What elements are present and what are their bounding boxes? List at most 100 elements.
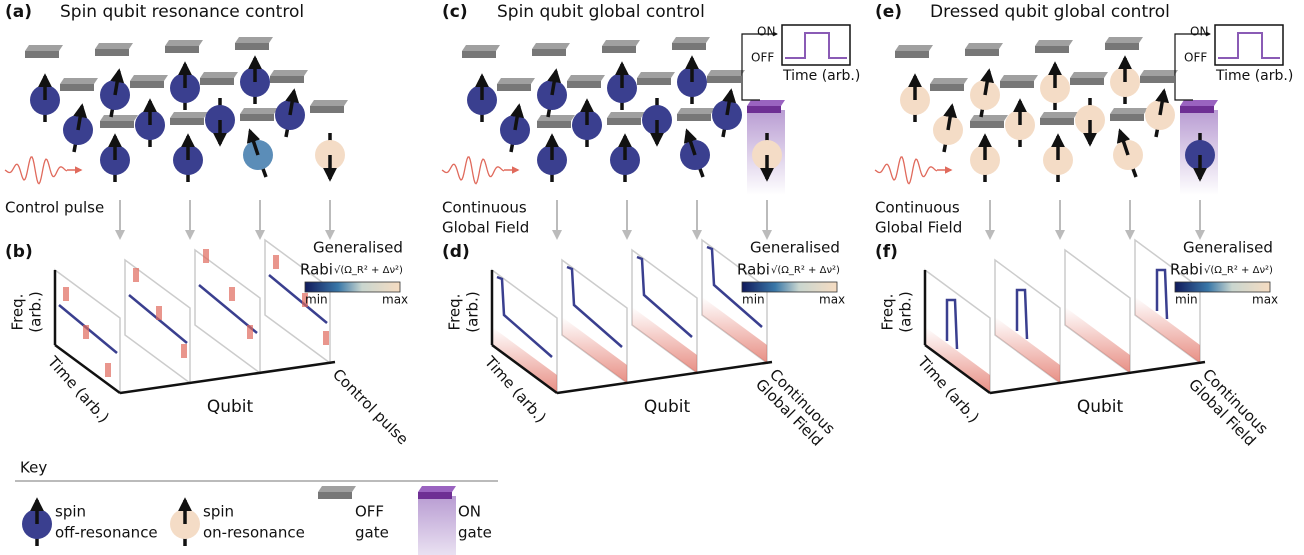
gate-side: [170, 118, 204, 125]
field-wave: [875, 157, 937, 184]
freq-label: Freq.: [879, 294, 897, 331]
gate: [607, 112, 645, 118]
panel-label: (f): [875, 242, 898, 262]
qubit-label: Qubit: [207, 397, 254, 417]
gate: [318, 486, 356, 492]
gate-side: [270, 76, 304, 83]
inset-time: Time (arb.): [782, 68, 860, 84]
pulse-patch: [83, 325, 89, 339]
cbar-title: Generalised: [313, 239, 403, 257]
field-label: Control pulse: [5, 199, 104, 217]
gate: [95, 43, 133, 49]
inset-off: OFF: [751, 51, 774, 65]
cbar-name: Rabi: [1170, 261, 1203, 279]
freq-label: Freq.: [446, 294, 464, 331]
pulse-patch: [156, 306, 162, 320]
qubit-axis: [120, 362, 335, 393]
gate: [235, 37, 273, 43]
gate-side: [965, 49, 999, 56]
gate: [240, 108, 278, 114]
gate-side: [497, 84, 531, 91]
qubit-label: Qubit: [644, 397, 691, 417]
gate-side: [462, 51, 496, 58]
gate-side: [418, 492, 452, 499]
key-title: Key: [20, 459, 47, 477]
gate: [747, 100, 785, 106]
gate: [1035, 40, 1073, 46]
gate-side: [677, 114, 711, 121]
gate-side: [607, 118, 641, 125]
gate: [895, 45, 933, 51]
field-band: [1065, 307, 1130, 373]
cbar-name: Rabi: [737, 261, 770, 279]
field-band: [632, 307, 697, 373]
trace: [1017, 290, 1027, 339]
key-label: gate: [458, 524, 492, 542]
key-label: gate: [355, 524, 389, 542]
pulse-patch: [63, 287, 69, 301]
gate: [100, 115, 138, 121]
freq-label: Freq.: [9, 294, 27, 331]
gate: [707, 70, 745, 76]
inset-link: [742, 34, 777, 100]
field-wave: [5, 157, 67, 184]
panel-title: Spin qubit global control: [497, 2, 705, 22]
gate: [532, 43, 570, 49]
trace: [947, 300, 957, 349]
gate-side: [318, 492, 352, 499]
gate: [1070, 72, 1108, 78]
field-label: Global Field: [442, 219, 529, 237]
cbar-max: max: [1252, 293, 1278, 307]
panel-label: (d): [442, 242, 470, 262]
field-band: [702, 297, 767, 363]
gate-side: [235, 43, 269, 50]
gate: [462, 45, 500, 51]
inset-time: Time (arb.): [1215, 68, 1293, 84]
gate-side: [1180, 106, 1214, 113]
cbar-name: Rabi: [300, 261, 333, 279]
field-label: Continuous: [875, 199, 960, 217]
gate-side: [707, 76, 741, 83]
gate-side: [25, 51, 59, 58]
key-label: spin: [203, 503, 234, 521]
gate-side: [1140, 76, 1174, 83]
gate-side: [537, 121, 571, 128]
cbar-max: max: [382, 293, 408, 307]
gate-side: [100, 121, 134, 128]
content: (a) Spin qubit resonance control Control p…: [5, 2, 1293, 555]
cbar: [305, 282, 400, 292]
trace: [1157, 270, 1167, 319]
cbar-max: max: [819, 293, 845, 307]
gate: [677, 108, 715, 114]
gate-side: [1070, 78, 1104, 85]
gate-side: [1035, 46, 1069, 53]
field-label: Control pulse: [329, 365, 412, 448]
pulse-patch: [105, 363, 111, 377]
key-label: spin: [55, 503, 86, 521]
freq-label: (arb.): [897, 291, 915, 332]
pulse-patch: [273, 255, 279, 269]
gate: [165, 40, 203, 46]
inset-off: OFF: [1184, 51, 1207, 65]
gate: [970, 115, 1008, 121]
inset-on: ON: [1190, 25, 1208, 39]
gate-side: [95, 49, 129, 56]
panel-title: Spin qubit resonance control: [60, 2, 304, 22]
gate: [1180, 100, 1218, 106]
gate: [270, 70, 308, 76]
cbar-min: min: [305, 293, 328, 307]
field-label: Global Field: [875, 219, 962, 237]
gate-side: [1105, 43, 1139, 50]
gate-side: [970, 121, 1004, 128]
panel-label: (a): [5, 2, 32, 22]
gate-side: [567, 81, 601, 88]
gate: [25, 45, 63, 51]
gate-side: [240, 114, 274, 121]
cbar-min: min: [742, 293, 765, 307]
gate-side: [200, 78, 234, 85]
gate: [567, 75, 605, 81]
gate-side: [1000, 81, 1034, 88]
plane: [195, 250, 260, 373]
panel-label: (b): [5, 242, 33, 262]
gate: [170, 112, 208, 118]
